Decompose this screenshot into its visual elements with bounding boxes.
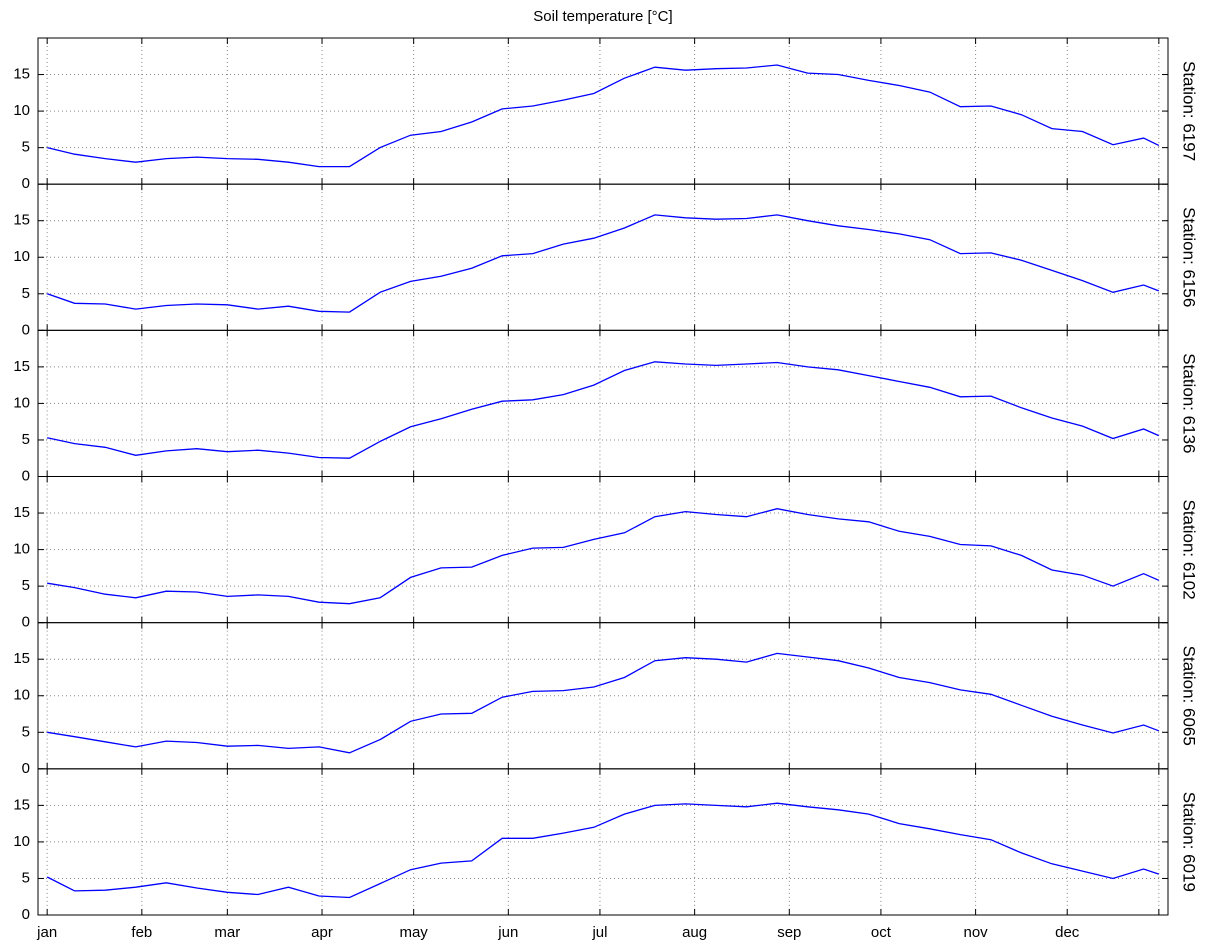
temperature-line [46,802,1160,899]
y-tick-label: 5 [22,285,30,302]
station-label: Station: 6019 [1180,792,1199,892]
y-tick-label: 10 [13,687,30,704]
y-tick-label: 15 [13,212,30,229]
temperature-line [47,64,1160,168]
y-tick-label: 5 [22,577,30,594]
temperature-line [46,214,1160,313]
x-tick-label: apr [311,924,333,941]
station-label: Station: 6136 [1180,353,1199,453]
y-tick-label: 0 [22,760,30,777]
y-tick-label: 15 [13,504,30,521]
y-tick-label: 0 [22,467,30,484]
chart-title: Soil temperature [°C] [533,8,672,25]
y-tick-label: 0 [22,614,30,631]
x-tick-label: oct [871,924,892,941]
x-tick-label: mar [214,924,240,941]
y-tick-label: 10 [13,833,30,850]
station-label: Station: 6197 [1180,61,1199,161]
temperature-line [47,508,1160,605]
temperature-line [47,361,1160,459]
station-label: Station: 6065 [1180,646,1199,746]
station-label: Station: 6156 [1180,207,1199,307]
x-tick-label: nov [964,924,989,941]
y-tick-label: 10 [13,248,30,265]
temperature-line [47,652,1160,754]
x-tick-label: jun [497,924,518,941]
x-tick-label: jul [591,924,607,941]
x-tick-label: may [399,924,428,941]
x-tick-label: aug [682,924,707,941]
x-tick-label: feb [131,924,152,941]
y-tick-label: 0 [22,175,30,192]
y-tick-label: 5 [22,431,30,448]
y-tick-label: 0 [22,906,30,923]
y-tick-label: 0 [22,321,30,338]
station-label: Station: 6102 [1180,499,1199,599]
x-tick-label: jan [36,924,57,941]
y-tick-label: 5 [22,139,30,156]
y-tick-label: 10 [13,394,30,411]
x-tick-label: sep [777,924,801,941]
y-tick-label: 15 [13,796,30,813]
y-tick-label: 5 [22,869,30,886]
panel-frame [37,768,1169,916]
x-tick-label: dec [1055,924,1080,941]
y-tick-label: 15 [13,650,30,667]
y-tick-label: 10 [13,102,30,119]
y-tick-label: 15 [13,66,30,83]
y-tick-label: 10 [13,541,30,558]
y-tick-label: 15 [13,358,30,375]
y-tick-label: 5 [22,723,30,740]
